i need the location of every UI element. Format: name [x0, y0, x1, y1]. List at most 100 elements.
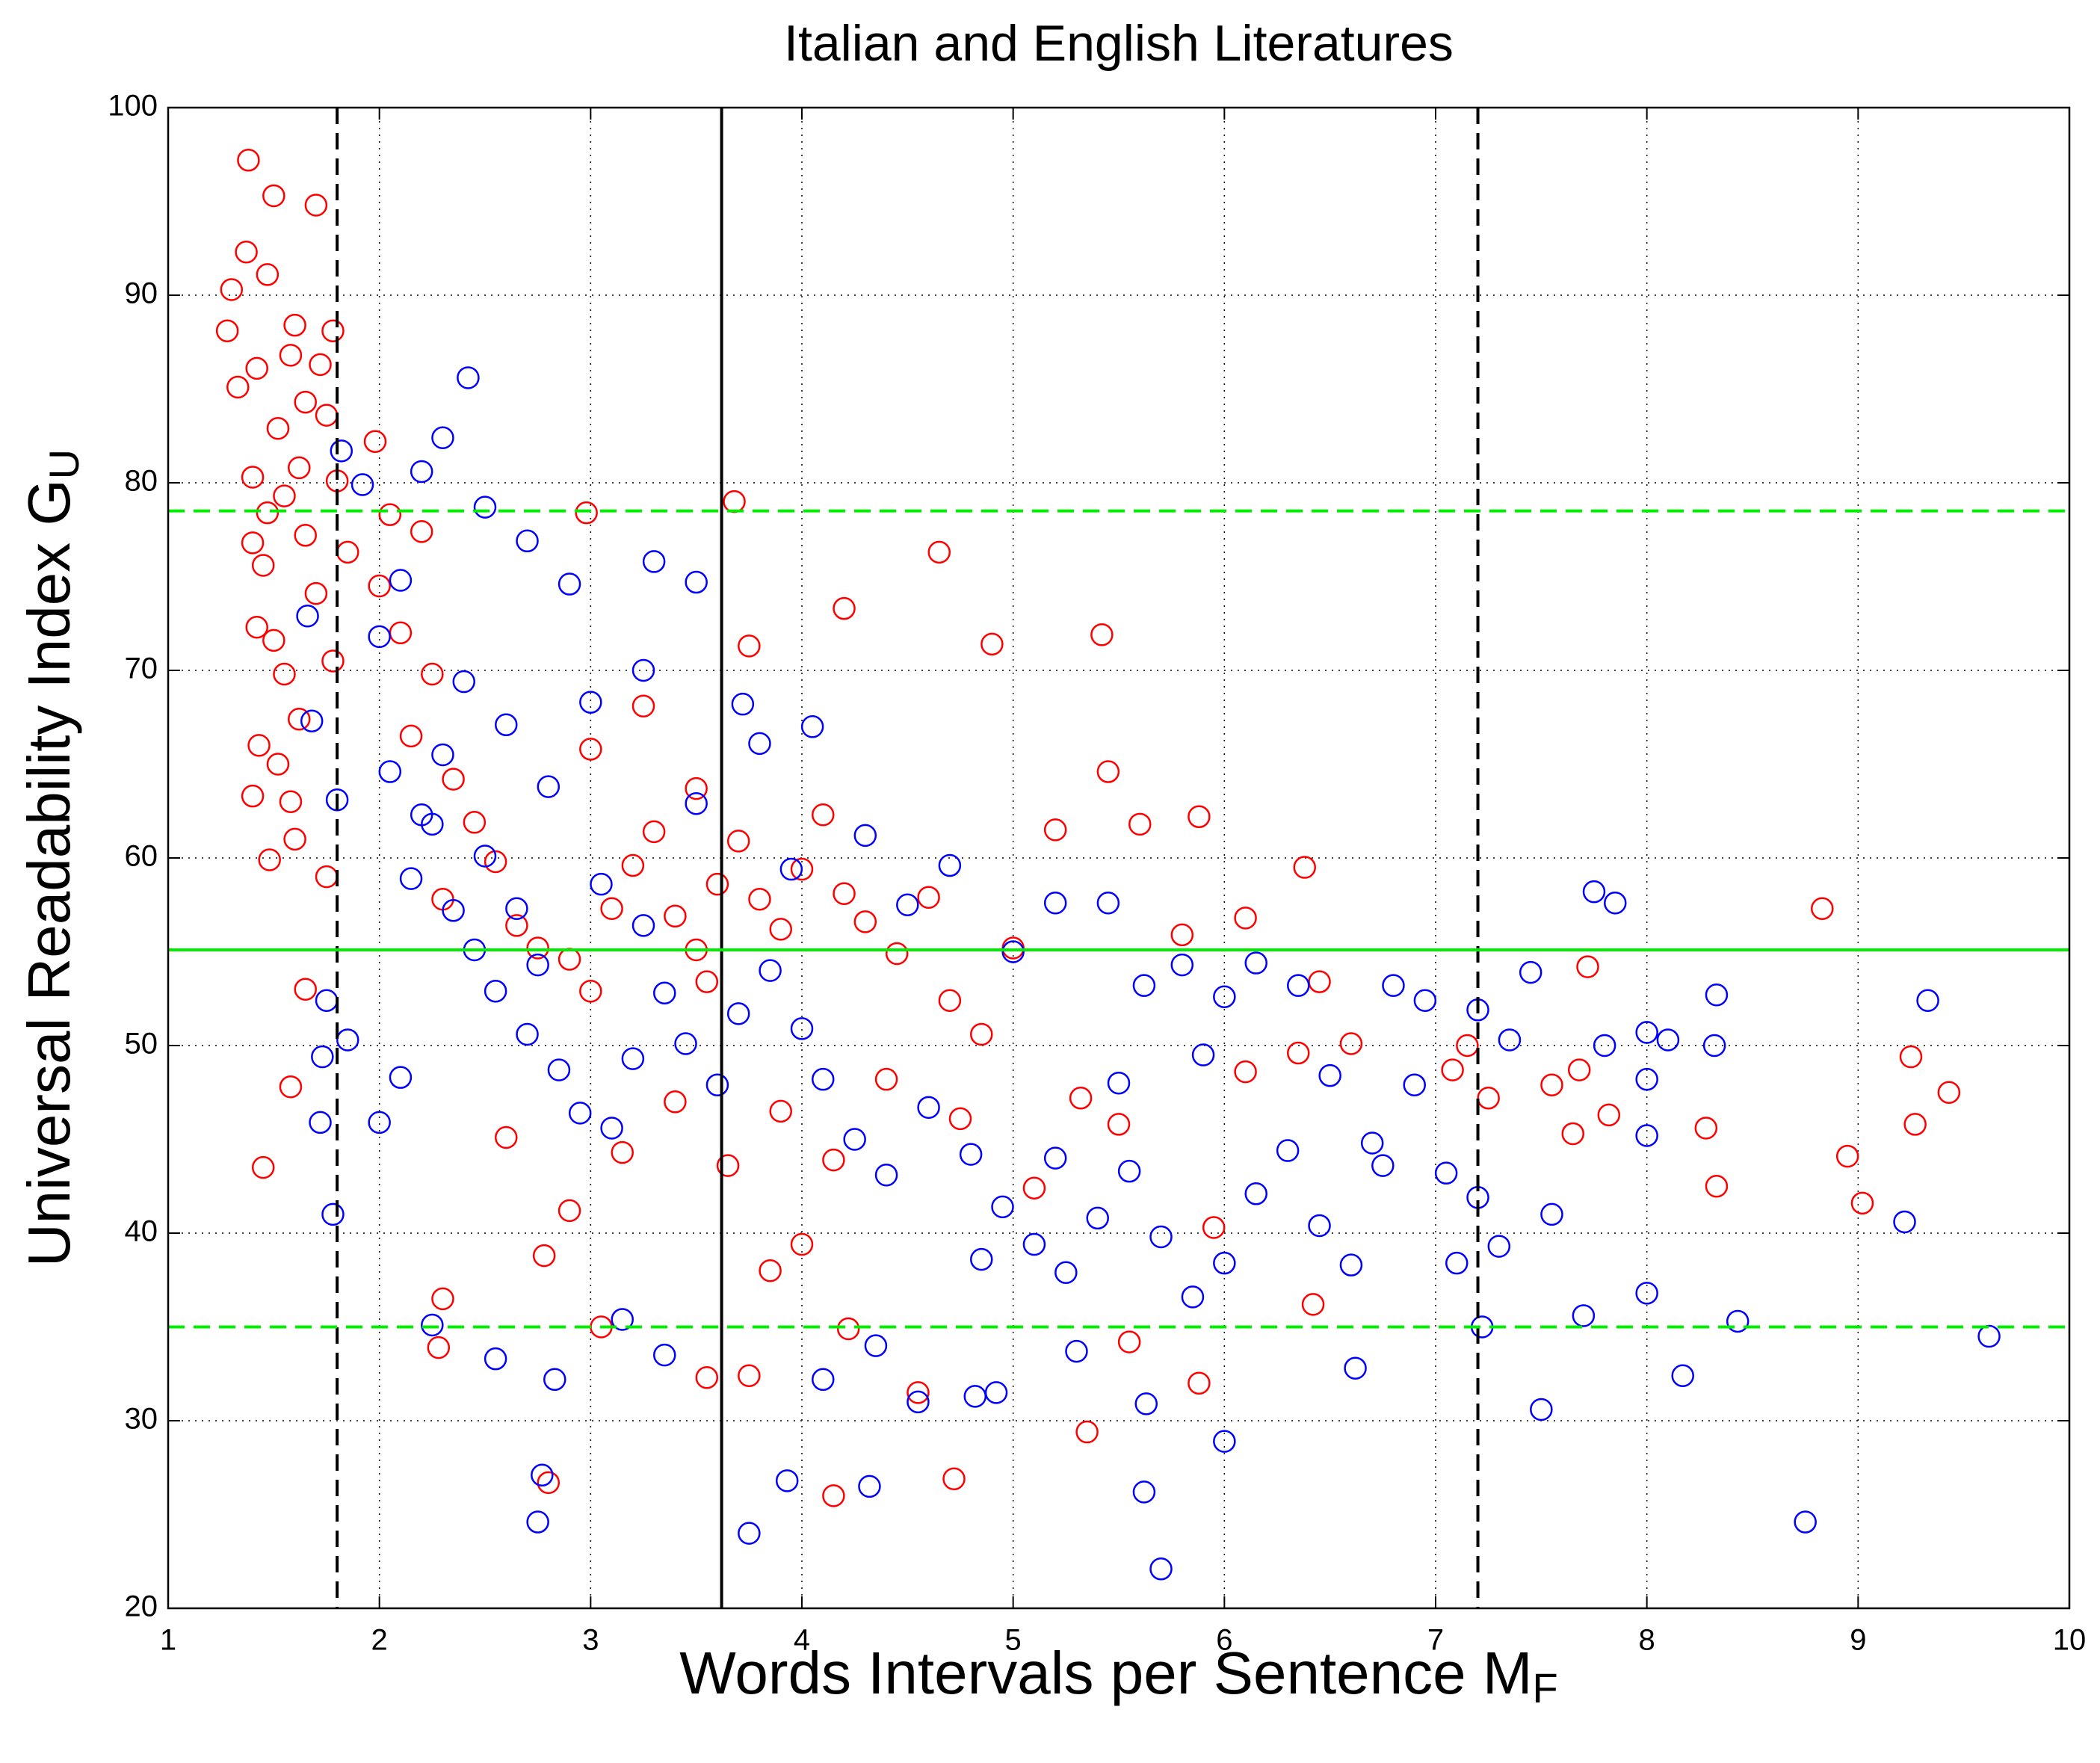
scatter-point: [800, 715, 824, 738]
scatter-point: [241, 784, 265, 808]
x-tick-label: 5: [1005, 1624, 1022, 1657]
scatter-point: [1576, 955, 1599, 978]
scatter-point: [695, 1366, 719, 1389]
scatter-point: [970, 1022, 993, 1046]
x-tick-label: 7: [1427, 1624, 1444, 1657]
scatter-point: [245, 616, 268, 639]
scatter-point: [463, 811, 487, 834]
scatter-point: [399, 867, 423, 890]
scatter-point: [579, 691, 602, 714]
scatter-point: [495, 713, 518, 737]
scatter-point: [759, 959, 782, 982]
scatter-point: [1149, 1225, 1173, 1249]
scatter-point: [389, 1066, 413, 1089]
scatter-point: [247, 734, 271, 757]
scatter-point: [600, 897, 623, 921]
scatter-point: [283, 827, 306, 851]
scatter-point: [1043, 818, 1067, 842]
scatter-point: [1001, 940, 1025, 963]
y-tick-label: 90: [125, 277, 158, 310]
scatter-point: [1090, 623, 1114, 646]
x-axis-label-sub: F: [1533, 1664, 1558, 1711]
scatter-point: [543, 1368, 566, 1392]
scatter-point: [738, 635, 761, 658]
scatter-point: [296, 604, 319, 628]
scatter-point: [738, 1364, 761, 1388]
scatter-point: [378, 760, 402, 783]
x-tick-label: 8: [1639, 1624, 1655, 1657]
scatter-point: [631, 658, 655, 682]
scatter-point: [779, 857, 803, 881]
x-axis-label-main: Words Intervals per Sentence M: [679, 1640, 1532, 1706]
scatter-point: [1656, 1028, 1680, 1052]
scatter-point: [885, 942, 909, 966]
scatter-point: [1188, 1371, 1211, 1395]
scatter-point: [484, 979, 507, 1003]
scatter-point: [642, 550, 666, 573]
scatter-point: [738, 1522, 761, 1545]
scatter-point: [1604, 891, 1627, 915]
scatter-point: [812, 1067, 835, 1091]
scatter-point: [235, 241, 258, 264]
scatter-point: [294, 390, 317, 414]
scatter-point: [991, 1195, 1014, 1219]
scatter-point: [917, 886, 940, 909]
scatter-point: [288, 456, 311, 480]
scatter-point: [484, 850, 507, 874]
scatter-point: [836, 1317, 860, 1341]
scatter-point: [1597, 1103, 1621, 1127]
scatter-point: [220, 278, 244, 301]
scatter-point: [812, 803, 835, 827]
scatter-point: [537, 1471, 560, 1495]
scatter-point: [1213, 985, 1236, 1008]
scatter-point: [984, 1381, 1008, 1404]
scatter-point: [1276, 1139, 1300, 1162]
scatter-point: [790, 1232, 814, 1256]
scatter-point: [473, 495, 497, 519]
scatter-point: [1149, 1557, 1173, 1581]
scatter-point: [1234, 907, 1257, 930]
scatter-point: [843, 1128, 866, 1151]
scatter-point: [531, 1463, 554, 1487]
scatter-point: [516, 529, 539, 553]
scatter-point: [705, 1073, 729, 1096]
scatter-point: [321, 1202, 345, 1226]
x-tick-label: 1: [160, 1624, 176, 1657]
scatter-point: [1702, 1034, 1726, 1058]
scatter-point: [695, 970, 719, 993]
scatter-point: [1244, 951, 1267, 975]
scatter-point: [1360, 1131, 1384, 1155]
scatter-point: [1287, 974, 1310, 997]
scatter-point: [1694, 1117, 1718, 1140]
scatter-point: [330, 439, 353, 463]
scatter-point: [959, 1143, 983, 1166]
scatter-point: [1134, 1392, 1158, 1415]
scatter-point: [864, 1334, 888, 1357]
scatter-point: [664, 904, 687, 928]
scatter-point: [1117, 1330, 1141, 1353]
scatter-point: [907, 1390, 930, 1414]
scatter-point: [399, 724, 423, 748]
scatter-point: [266, 416, 290, 440]
scatter-point: [1635, 1282, 1658, 1305]
scatter-point: [1244, 1182, 1267, 1205]
scatter-point: [1096, 891, 1120, 915]
scatter-point: [300, 709, 324, 733]
scatter-point: [1811, 897, 1834, 921]
x-tick-label: 4: [794, 1624, 810, 1657]
scatter-point: [1434, 1161, 1458, 1185]
scatter-point: [1413, 989, 1437, 1013]
scatter-point: [304, 581, 328, 605]
scatter-point: [1382, 974, 1405, 997]
scatter-point: [283, 313, 306, 337]
scatter-point: [321, 319, 345, 342]
scatter-point: [1318, 1063, 1341, 1087]
scatter-point: [266, 753, 290, 776]
scatter-point: [368, 574, 391, 598]
scatter-point: [775, 1469, 799, 1492]
scatter-point: [241, 531, 265, 555]
scatter-point: [1635, 1021, 1658, 1044]
scatter-point: [611, 1308, 634, 1331]
scatter-point: [853, 910, 877, 933]
scatter-point: [790, 1017, 814, 1040]
